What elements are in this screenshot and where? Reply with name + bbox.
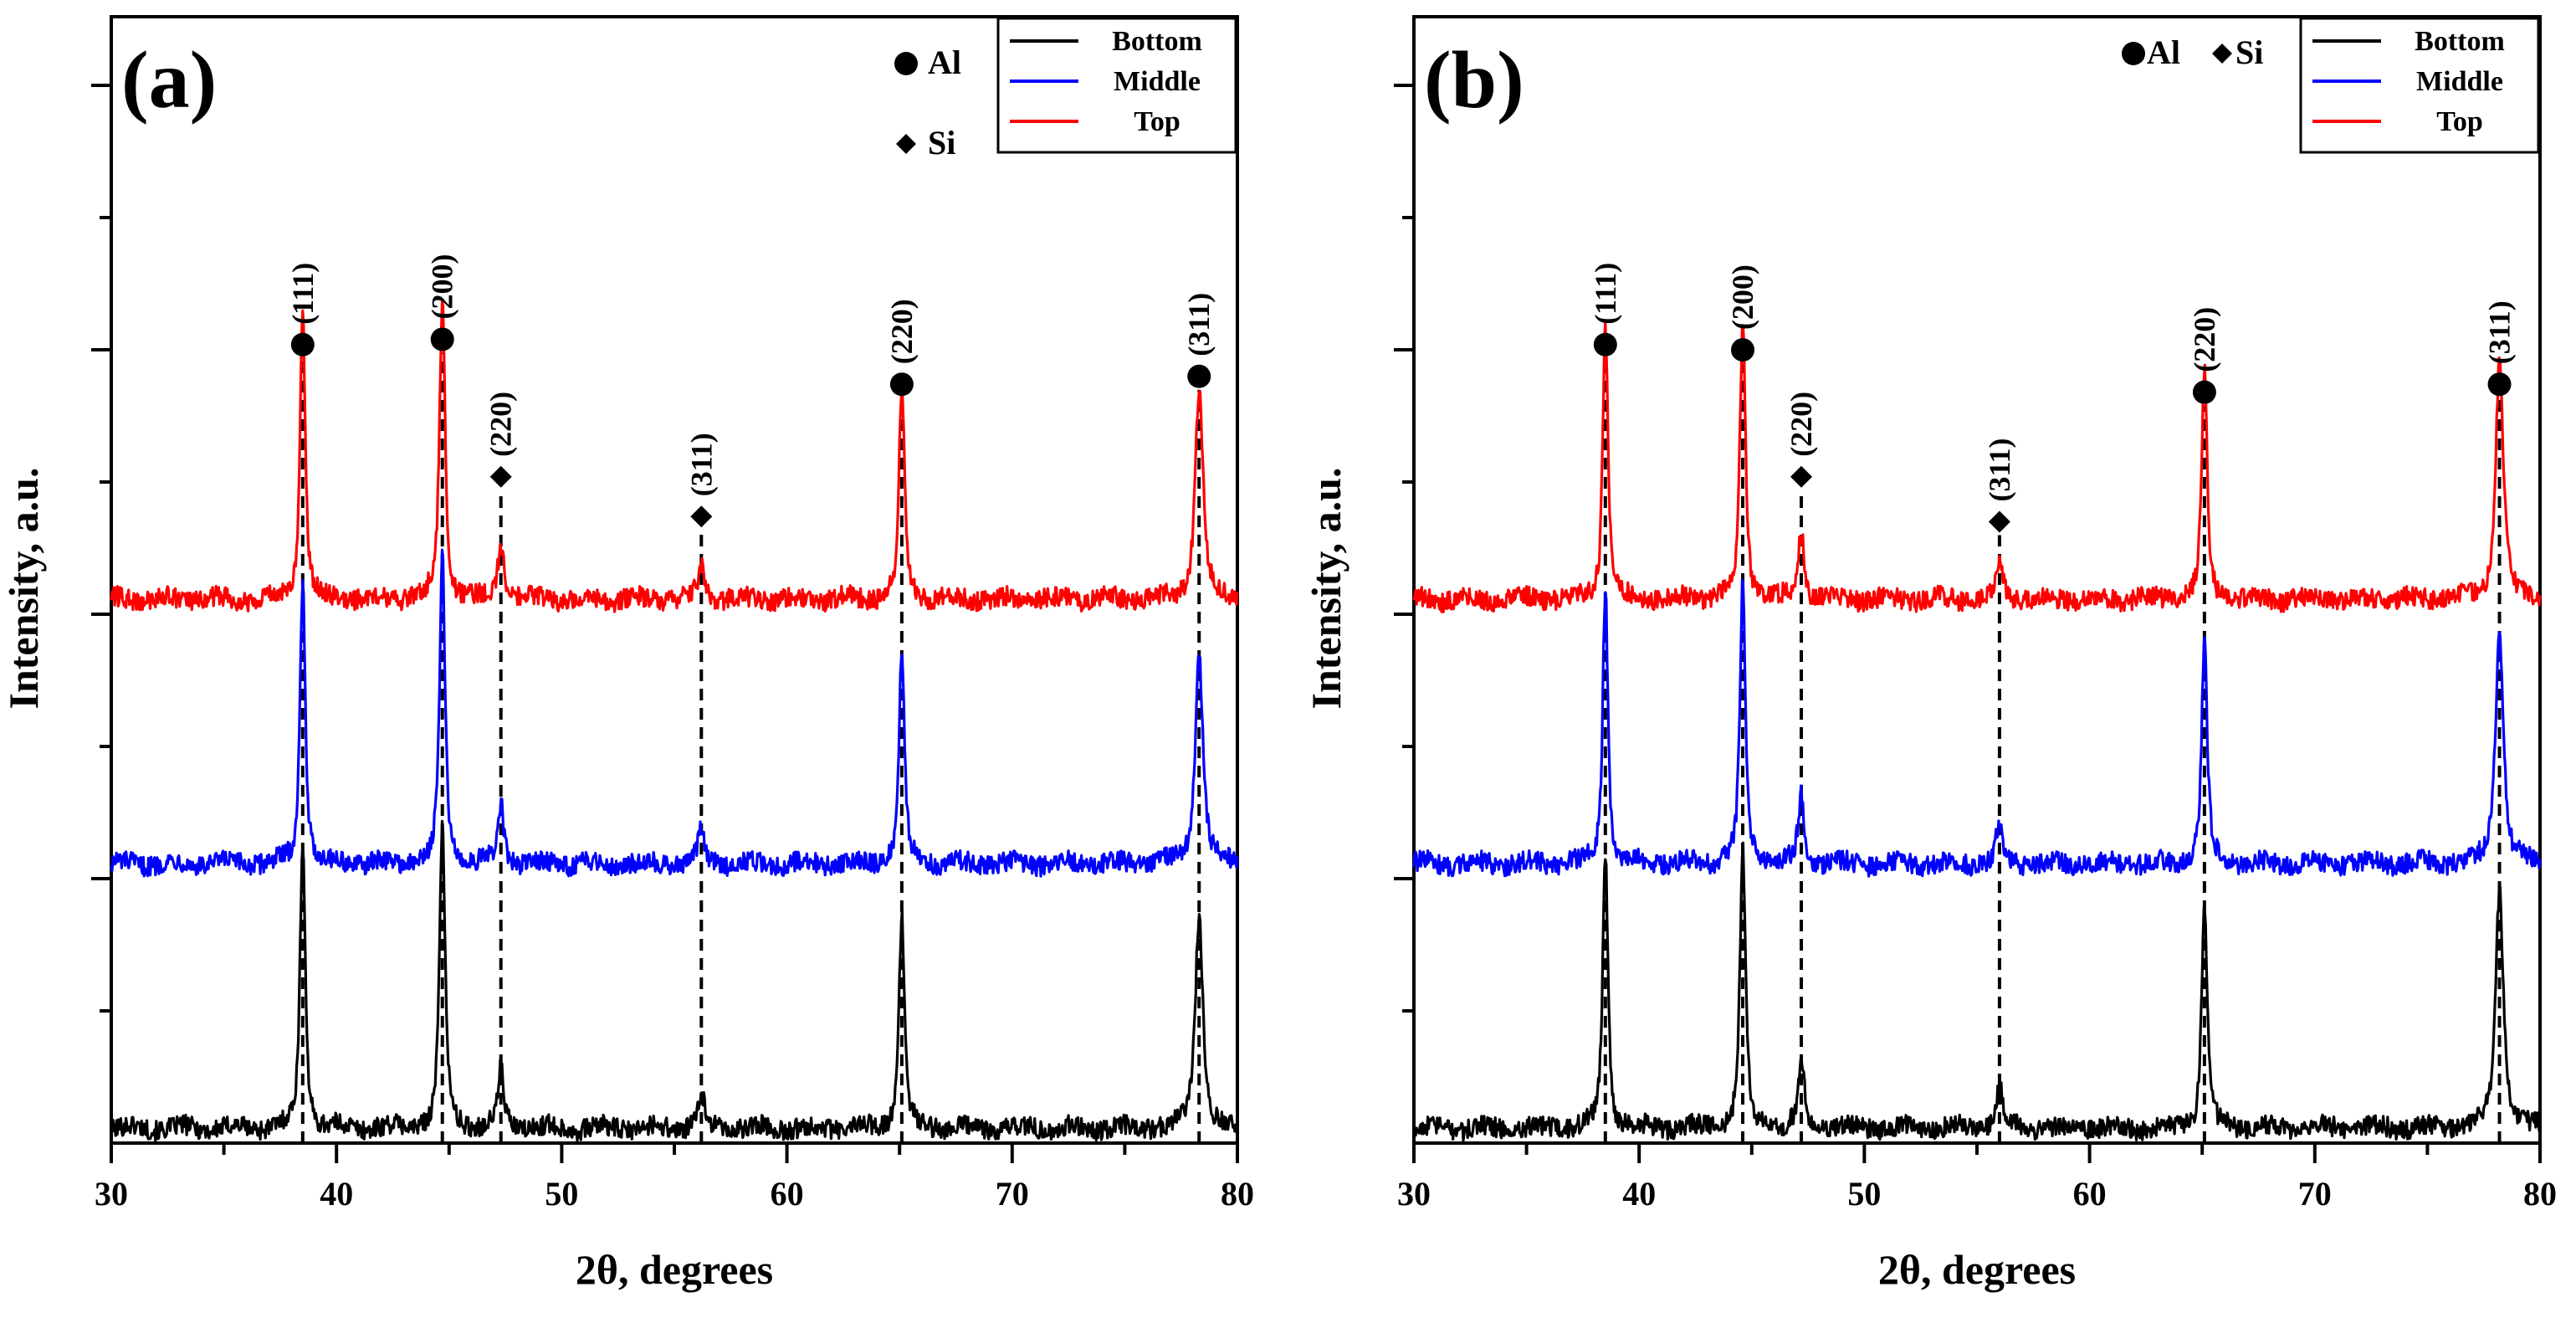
al-peak-marker — [2487, 372, 2512, 397]
peak-hkl-label: (220) — [484, 392, 518, 457]
x-tick-label: 50 — [1847, 1175, 1881, 1213]
plot-frame — [1412, 15, 2542, 1145]
peak-hkl-label: (111) — [286, 263, 320, 325]
peak-hkl-label: (220) — [2188, 307, 2221, 372]
panel-label: (b) — [1424, 35, 1524, 126]
legend-label: Bottom — [2415, 26, 2505, 57]
series-group — [1412, 320, 2542, 1142]
x-tick-label: 80 — [1221, 1175, 1254, 1213]
panel-b: 30 40 50 60 70 80 2θ, degrees Intensity, a.u. (b… — [1303, 15, 2557, 1293]
peak-hkl-label: (311) — [684, 433, 718, 496]
plot-frame — [110, 15, 1239, 1145]
si-peak-marker — [1988, 510, 2010, 533]
x-tick-label: 70 — [2298, 1175, 2332, 1213]
peak-hkl-label: (200) — [1726, 264, 1759, 330]
series-line-top — [110, 299, 1239, 613]
y-axis-title: Intensity, a.u. — [0, 468, 47, 710]
x-tick-label: 30 — [1397, 1175, 1431, 1213]
x-tick-label: 30 — [95, 1175, 128, 1213]
x-tick-label: 80 — [2523, 1175, 2557, 1213]
al-peak-marker — [430, 327, 454, 351]
legend-si-marker — [896, 134, 916, 154]
legend-phase-label: Al — [2147, 33, 2180, 71]
panel-label: (a) — [121, 35, 217, 126]
x-tick-label: 60 — [2073, 1175, 2107, 1213]
series-line-middle — [110, 548, 1239, 878]
x-axis-title: 2θ, degrees — [576, 1246, 773, 1293]
legend-label: Top — [2436, 106, 2482, 137]
al-peak-marker — [1593, 332, 1617, 356]
panel-a: 30 40 50 60 70 80 2θ, degrees Intensity, a.u. (a… — [0, 15, 1254, 1293]
peak-hkl-label: (220) — [1785, 392, 1818, 457]
peak-hkl-label: (311) — [2483, 300, 2517, 364]
series-line-middle — [1412, 578, 2542, 878]
series-line-bottom — [1413, 841, 2542, 1142]
legend-al-marker — [2122, 42, 2145, 65]
al-peak-marker — [889, 372, 914, 397]
legend-label: Top — [1134, 106, 1180, 137]
series-line-top — [1412, 320, 2542, 613]
si-peak-marker — [1790, 465, 1813, 488]
x-tick-label: 60 — [771, 1175, 804, 1213]
legend-label: Bottom — [1112, 26, 1202, 57]
al-peak-marker — [1187, 364, 1211, 388]
series-group — [110, 299, 1239, 1143]
al-peak-marker — [290, 332, 315, 356]
peak-hkl-label: (200) — [426, 254, 459, 319]
peak-hkl-label: (311) — [1182, 293, 1216, 356]
series-line-bottom — [110, 819, 1239, 1143]
legend-phase-label: Al — [928, 44, 961, 81]
si-peak-marker — [690, 505, 713, 528]
legend-al-marker — [894, 52, 918, 75]
legend-phase-label: Si — [2235, 33, 2263, 71]
si-peak-marker — [489, 465, 512, 488]
x-tick-label: 40 — [1622, 1175, 1656, 1213]
x-tick-label: 70 — [996, 1175, 1029, 1213]
al-peak-marker — [2192, 380, 2216, 404]
peak-hkl-label: (220) — [885, 299, 919, 364]
x-axis-title: 2θ, degrees — [1878, 1246, 2076, 1293]
al-peak-marker — [1731, 338, 1755, 362]
legend-label: Middle — [2416, 66, 2503, 97]
legend-phase-label: Si — [928, 124, 955, 162]
x-tick-label: 40 — [320, 1175, 353, 1213]
legend-label: Middle — [1114, 66, 1201, 97]
x-tick-label: 50 — [545, 1175, 578, 1213]
y-axis-title: Intensity, a.u. — [1303, 468, 1349, 710]
legend-si-marker — [2212, 44, 2232, 64]
peak-hkl-label: (111) — [1589, 263, 1622, 325]
peak-hkl-label: (311) — [1983, 438, 2016, 502]
